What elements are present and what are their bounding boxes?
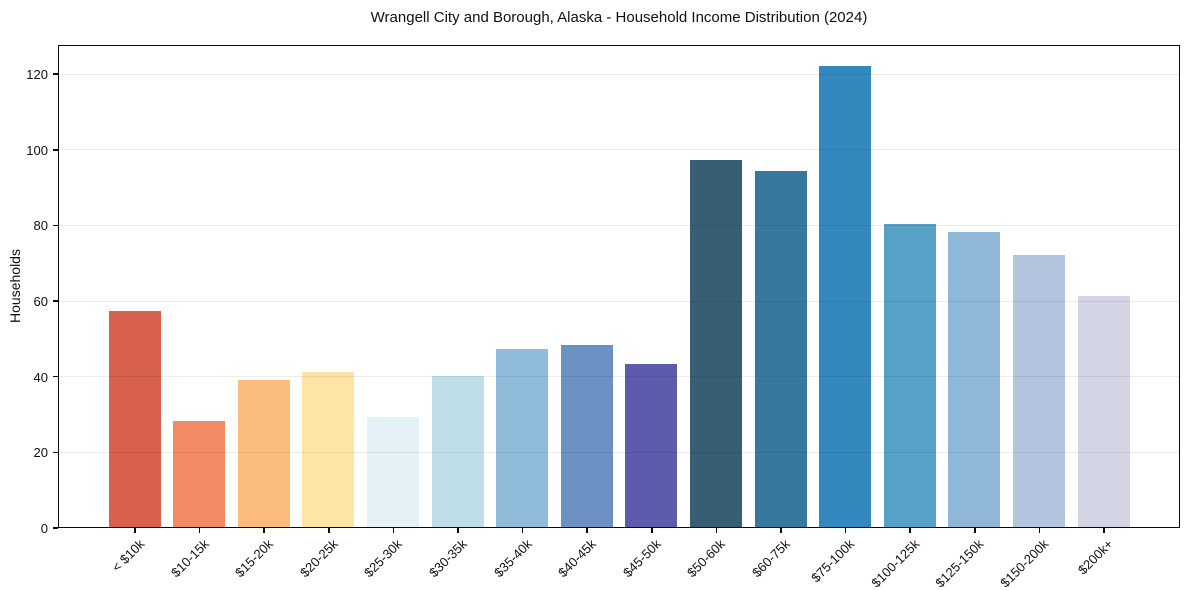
bar-$10-15k bbox=[173, 421, 226, 527]
bar-$100-125k bbox=[883, 224, 936, 527]
bar-$35-40k bbox=[496, 349, 549, 527]
y-tick-mark-80 bbox=[53, 224, 58, 227]
bar-$150-200k bbox=[1012, 254, 1065, 527]
gridline-y-120 bbox=[59, 73, 1179, 75]
x-tick-mark-$30-35k bbox=[457, 528, 459, 533]
x-tick-label-$60-75k: $60-75k bbox=[749, 536, 793, 581]
x-tick-label-$75-100k: $75-100k bbox=[808, 536, 858, 586]
gridline-y-60 bbox=[59, 300, 1179, 302]
y-tick-label-60: 60 bbox=[33, 294, 48, 310]
x-tick-label-$25-30k: $25-30k bbox=[361, 536, 406, 581]
gridline-y-80 bbox=[59, 224, 1179, 226]
gridline-y-40 bbox=[59, 376, 1179, 378]
x-tick-mark-$60-75k bbox=[780, 528, 782, 533]
x-tick-label-$20-25k: $20-25k bbox=[296, 536, 341, 581]
x-tick-label-$15-20k: $15-20k bbox=[232, 536, 277, 581]
x-tick-mark-$20-25k bbox=[328, 528, 330, 533]
y-tick-mark-60 bbox=[53, 300, 58, 302]
y-tick-mark-20 bbox=[53, 451, 58, 454]
x-tick-mark-$150-200k bbox=[1038, 528, 1041, 533]
x-tick-mark-$75-100k bbox=[844, 528, 847, 533]
x-tick-mark-$25-30k bbox=[392, 528, 395, 533]
bar-$15-20k bbox=[237, 379, 290, 527]
x-tick-mark-$40-45k bbox=[586, 528, 588, 533]
x-tick-label-$100-125k: $100-125k bbox=[868, 536, 923, 590]
y-tick-label-100: 100 bbox=[26, 142, 48, 158]
x-tick-label-$10-15k: $10-15k bbox=[167, 536, 212, 581]
y-tick-label-80: 80 bbox=[33, 218, 48, 234]
bar-$30-35k bbox=[431, 375, 484, 527]
plot-area bbox=[58, 45, 1180, 528]
bar-$45-50k bbox=[625, 364, 678, 527]
y-tick-mark-0 bbox=[53, 527, 58, 529]
bar-$75-100k bbox=[819, 65, 872, 527]
gridline-y-100 bbox=[59, 149, 1179, 151]
x-tick-mark-$45-50k bbox=[651, 528, 653, 533]
bar-$200k+ bbox=[1077, 296, 1130, 527]
bar-$25-30k bbox=[366, 417, 419, 527]
x-tick-label-$30-35k: $30-35k bbox=[426, 536, 470, 581]
y-axis-label: Households bbox=[7, 249, 23, 323]
x-tick-mark-$125-150k bbox=[974, 528, 976, 533]
x-tick-label-$35-40k: $35-40k bbox=[490, 536, 535, 581]
y-tick-label-40: 40 bbox=[33, 369, 48, 385]
x-tick-mark-< $10k bbox=[134, 528, 136, 533]
y-tick-label-20: 20 bbox=[33, 445, 48, 461]
bar-$20-25k bbox=[302, 371, 355, 527]
y-tick-label-120: 120 bbox=[26, 67, 48, 83]
bar-< $10k bbox=[108, 311, 161, 527]
x-tick-mark-$10-15k bbox=[198, 528, 201, 533]
x-tick-mark-$50-60k bbox=[715, 528, 718, 533]
x-tick-mark-$35-40k bbox=[521, 528, 524, 533]
bar-$60-75k bbox=[754, 171, 807, 527]
x-tick-label-< $10k: < $10k bbox=[108, 536, 147, 575]
x-tick-mark-$15-20k bbox=[263, 528, 265, 533]
y-tick-mark-100 bbox=[53, 149, 58, 151]
gridline-y-20 bbox=[59, 451, 1179, 453]
x-tick-label-$200k+: $200k+ bbox=[1074, 536, 1116, 578]
y-tick-mark-120 bbox=[53, 73, 58, 75]
x-tick-label-$45-50k: $45-50k bbox=[619, 536, 664, 581]
y-tick-label-0: 0 bbox=[40, 521, 48, 536]
y-tick-mark-40 bbox=[53, 375, 58, 378]
x-tick-label-$150-200k: $150-200k bbox=[997, 536, 1052, 590]
x-tick-label-$40-45k: $40-45k bbox=[555, 536, 600, 581]
x-tick-mark-$100-125k bbox=[909, 528, 911, 533]
chart-title: Wrangell City and Borough, Alaska - Hous… bbox=[370, 9, 868, 26]
bar-$40-45k bbox=[560, 345, 613, 527]
x-tick-mark-$200k+ bbox=[1103, 528, 1105, 533]
bar-$50-60k bbox=[689, 160, 742, 527]
x-tick-label-$50-60k: $50-60k bbox=[684, 536, 729, 581]
x-tick-label-$125-150k: $125-150k bbox=[932, 536, 987, 590]
bar-$125-150k bbox=[948, 231, 1001, 527]
